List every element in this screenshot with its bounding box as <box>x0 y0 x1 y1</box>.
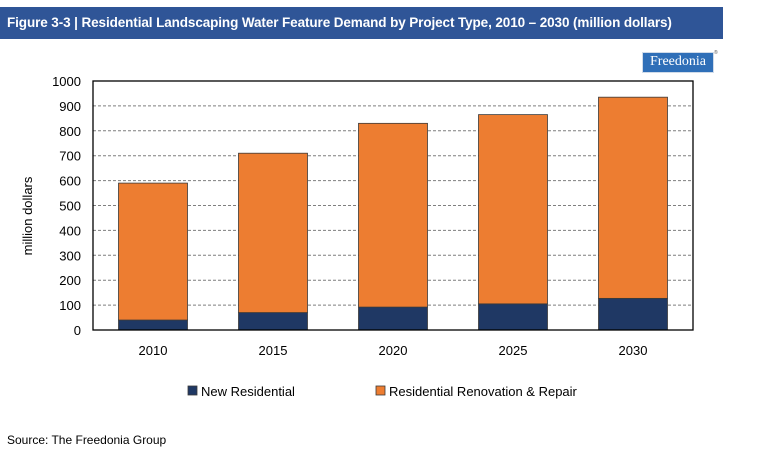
legend-label-new-residential: New Residential <box>201 384 295 399</box>
bar-renovation-repair-2010 <box>118 182 188 321</box>
bar-renovation-repair-2020 <box>358 122 428 308</box>
y-tick-label: 500 <box>59 199 81 214</box>
bar-new-residential-2015 <box>238 312 308 331</box>
bar-new-residential-2025 <box>478 303 548 331</box>
y-tick-label: 300 <box>59 248 81 263</box>
bar-renovation-repair-2015 <box>238 152 308 313</box>
legend-swatch-renovation-repair <box>375 385 386 396</box>
figure-title: Figure 3-3 | Residential Landscaping Wat… <box>7 15 672 30</box>
bar-renovation-repair-2025 <box>478 114 548 305</box>
x-tick-label: 2025 <box>499 343 528 358</box>
x-tick-label: 2020 <box>379 343 408 358</box>
bar-new-residential-2010 <box>118 319 188 331</box>
y-tick-label: 600 <box>59 174 81 189</box>
x-axis-ticks: 2010 2015 2020 2025 2030 <box>139 343 648 358</box>
x-tick-label: 2030 <box>619 343 648 358</box>
plot-frame <box>92 80 694 331</box>
legend: New Residential Residential Renovation & … <box>187 384 578 399</box>
bar-new-residential-2020 <box>358 306 428 331</box>
y-tick-label: 0 <box>74 323 81 338</box>
source-note: Source: The Freedonia Group <box>7 433 167 447</box>
y-tick-label: 200 <box>59 273 81 288</box>
legend-label-renovation-repair: Residential Renovation & Repair <box>389 384 578 399</box>
y-tick-label: 400 <box>59 223 81 238</box>
y-tick-label: 800 <box>59 124 81 139</box>
y-tick-label: 900 <box>59 99 81 114</box>
figure-title-bar: Figure 3-3 | Residential Landscaping Wat… <box>0 7 723 39</box>
legend-swatch-new-residential <box>187 385 198 396</box>
registered-mark: ® <box>714 50 718 56</box>
x-tick-label: 2015 <box>259 343 288 358</box>
y-tick-label: 1000 <box>52 74 81 89</box>
bars <box>118 96 668 331</box>
y-axis-ticks: 0 100 200 300 400 500 600 700 800 900 1000 <box>52 74 81 338</box>
logo-text: Freedonia <box>650 54 706 69</box>
bar-new-residential-2030 <box>598 297 668 331</box>
bar-renovation-repair-2030 <box>598 96 668 299</box>
y-tick-label: 100 <box>59 298 81 313</box>
y-axis-label: million dollars <box>20 176 35 255</box>
x-tick-label: 2010 <box>139 343 168 358</box>
freedonia-logo: Freedonia <box>642 52 714 73</box>
y-tick-label: 700 <box>59 149 81 164</box>
